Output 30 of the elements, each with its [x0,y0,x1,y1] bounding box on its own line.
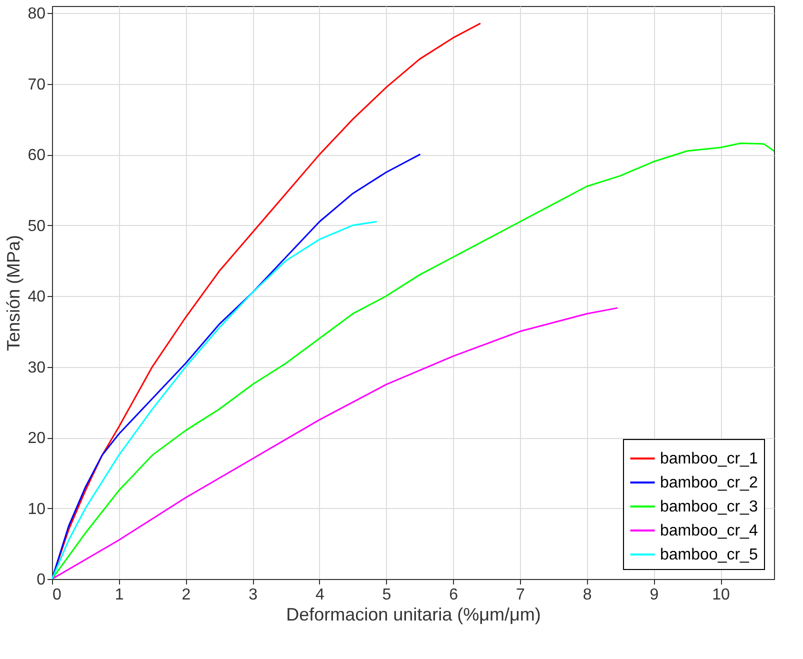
line-series [52,154,420,579]
x-tick-label: 10 [712,586,730,604]
legend-label: bamboo_cr_5 [660,546,758,564]
x-tick-label: 9 [650,586,659,604]
line-series [52,221,377,579]
y-tick-label: 40 [28,288,46,306]
y-tick-label: 10 [28,500,46,518]
x-tick-label: 7 [516,586,526,604]
x-axis-title: Deformacion unitaria (%μm/μm) [286,604,541,624]
y-tick-label: 20 [28,430,46,448]
x-tick-label: 0 [52,586,62,604]
y-tick-label: 30 [28,359,46,376]
y-tick-label: 0 [36,572,46,588]
y-tick-label: 80 [28,6,46,23]
x-tick-label: 1 [114,586,124,604]
legend-label: bamboo_cr_4 [660,522,758,540]
y-axis-title: Tensión (MPa) [4,234,24,352]
x-tick-label: 4 [315,586,324,604]
y-tick-label: 60 [28,147,46,164]
x-tick-label: 5 [382,586,392,604]
line-series [52,307,618,579]
legend-label: bamboo_cr_3 [660,498,758,516]
legend-label: bamboo_cr_2 [660,474,758,492]
y-tick-label: 70 [28,76,46,94]
y-tick-label: 50 [28,218,46,235]
x-tick-label: 2 [182,586,191,604]
legend-label: bamboo_cr_1 [660,450,758,468]
x-tick-label: 6 [449,586,458,604]
x-tick-label: 8 [582,586,592,604]
x-tick-label: 3 [248,586,258,604]
